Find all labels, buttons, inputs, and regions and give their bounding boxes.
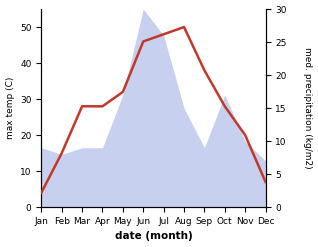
Y-axis label: max temp (C): max temp (C): [5, 77, 15, 139]
Y-axis label: med. precipitation (kg/m2): med. precipitation (kg/m2): [303, 47, 313, 169]
X-axis label: date (month): date (month): [114, 231, 192, 242]
